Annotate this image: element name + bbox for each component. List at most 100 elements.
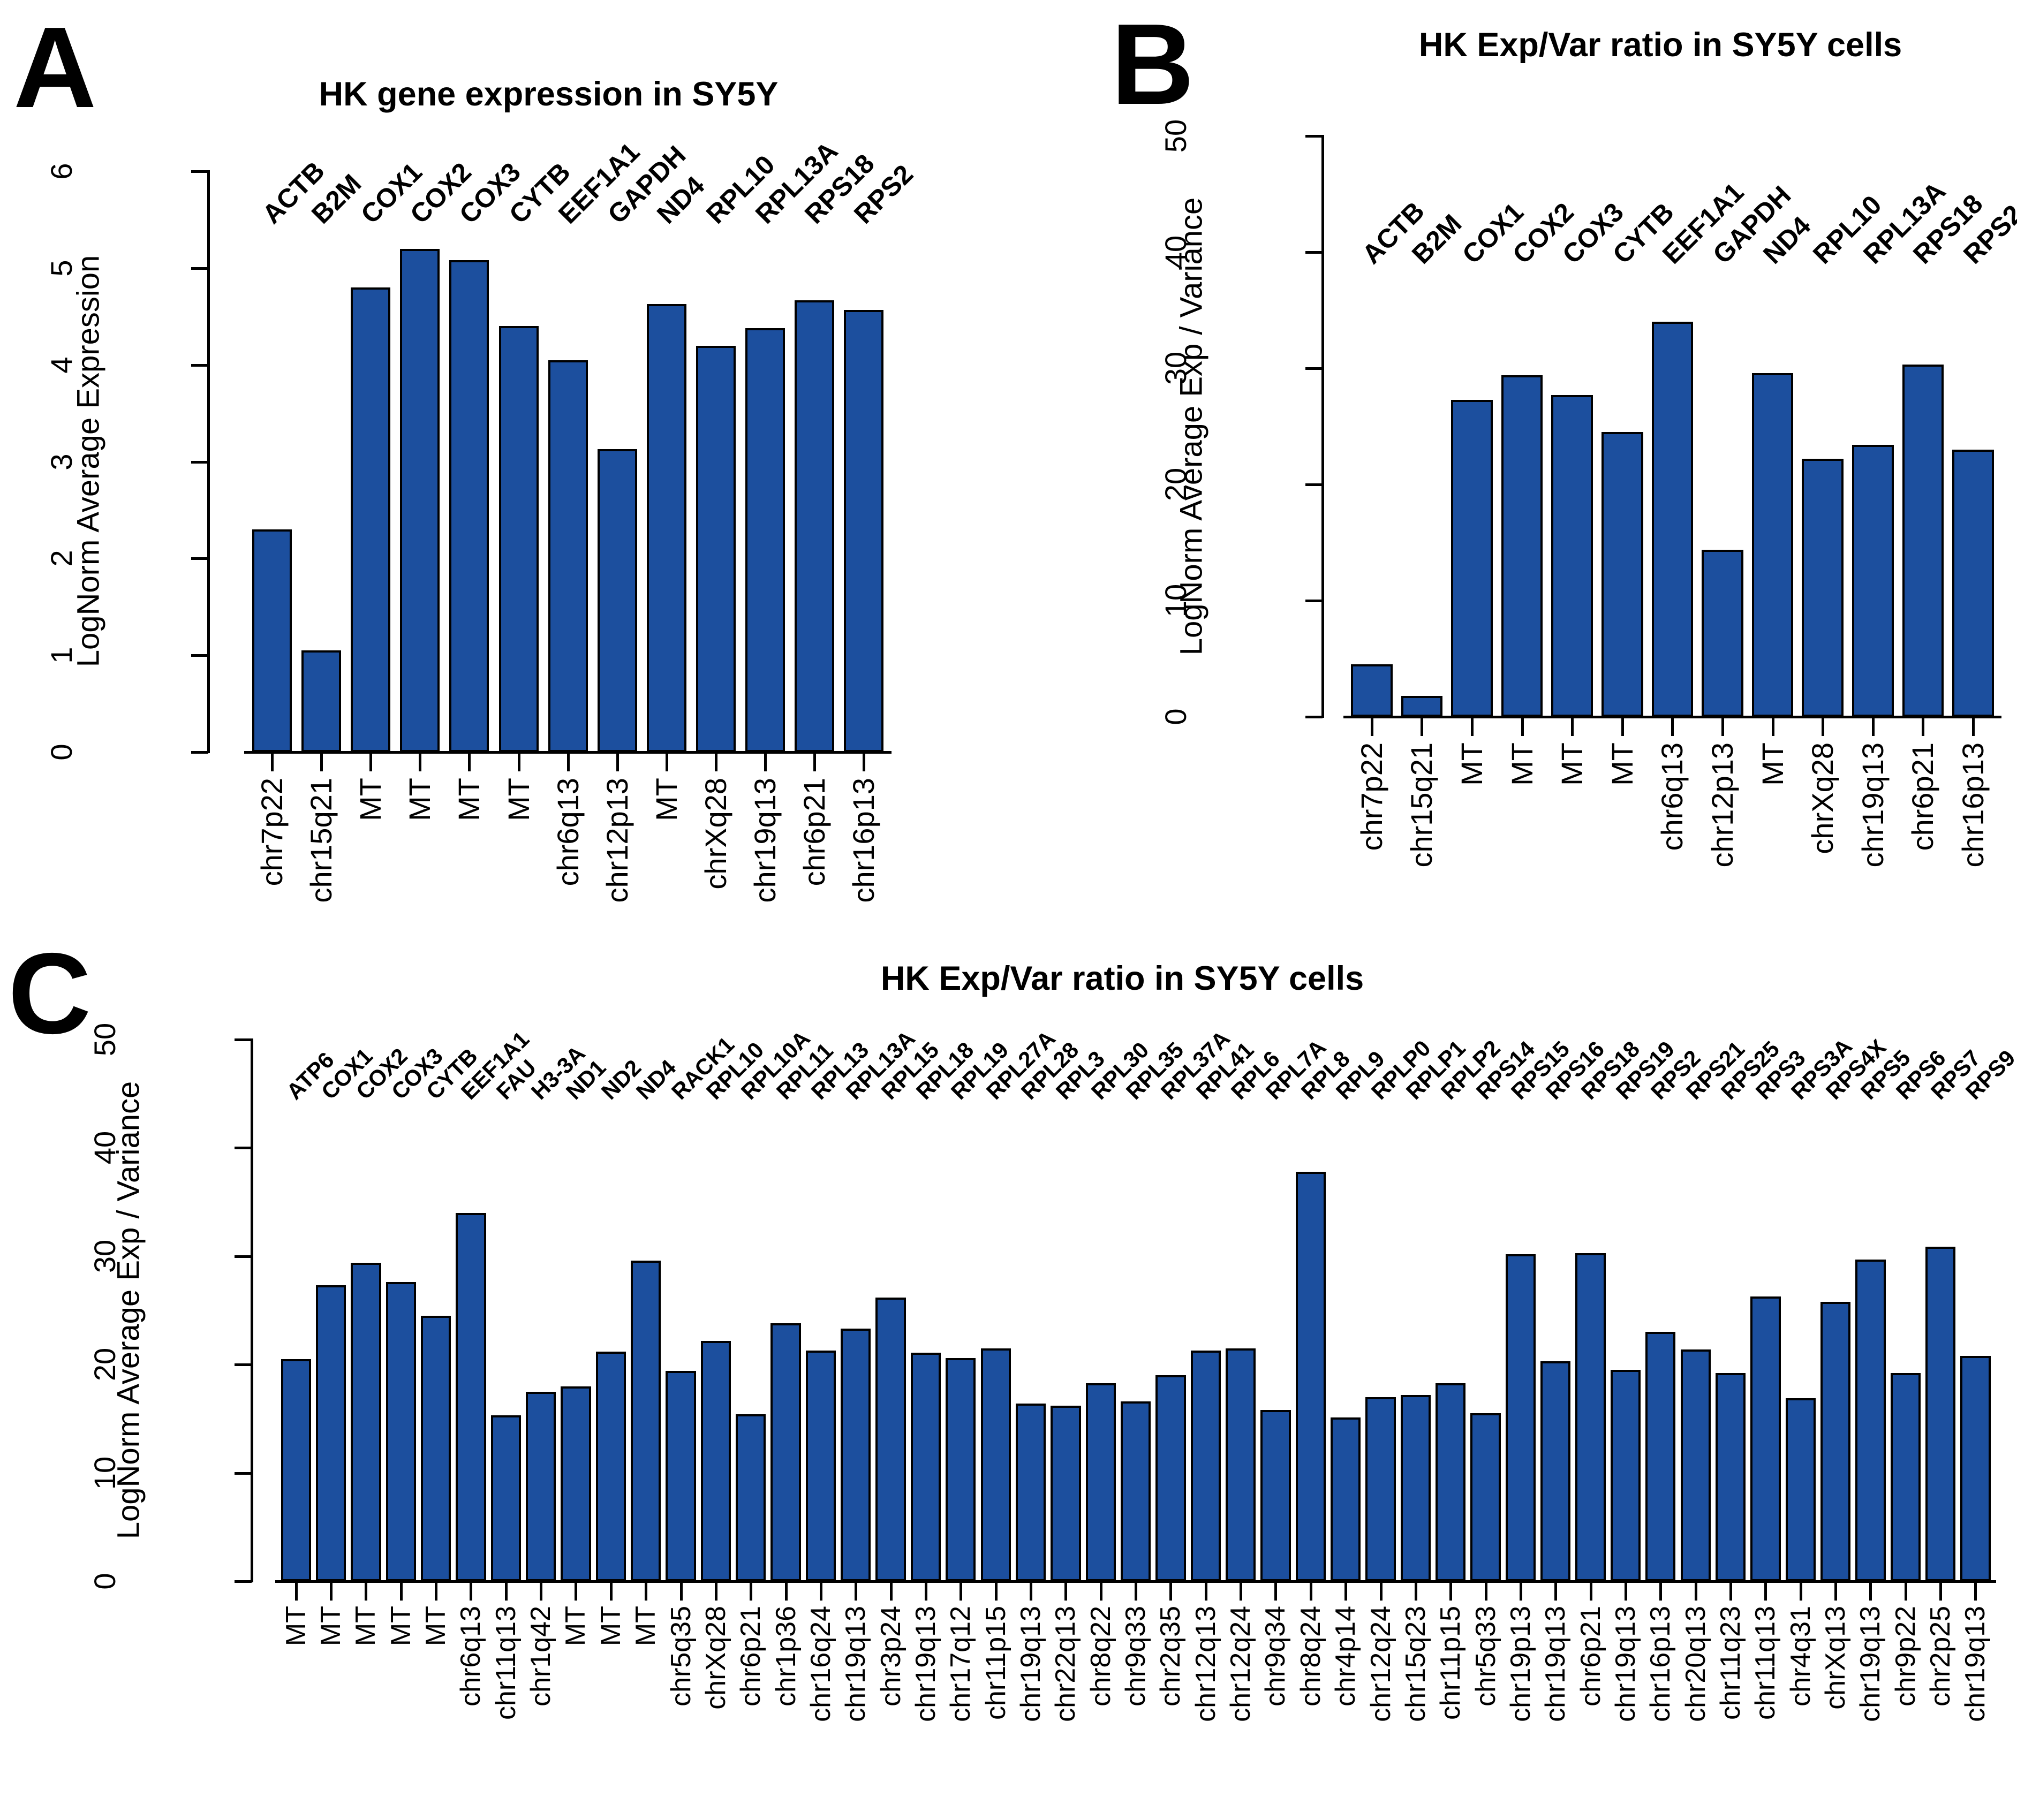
bar-RPS3A bbox=[1785, 1398, 1816, 1581]
x-axis-tick bbox=[750, 1581, 753, 1601]
bar-RPL8 bbox=[1295, 1171, 1326, 1581]
x-tick-label: chr8q22 bbox=[1085, 1606, 1116, 1707]
x-axis-tick bbox=[1064, 1581, 1068, 1601]
panel-a-title: HK gene expression in SY5Y bbox=[319, 75, 779, 113]
x-tick-label: chr6q13 bbox=[1655, 742, 1689, 851]
x-axis-tick bbox=[863, 752, 866, 771]
y-axis-line bbox=[1321, 135, 1324, 718]
x-axis-tick bbox=[1204, 1581, 1207, 1601]
bar-EEF1A1 bbox=[456, 1212, 486, 1581]
bar-FAU bbox=[490, 1415, 521, 1581]
x-axis-tick bbox=[960, 1581, 963, 1601]
bar-RPL10 bbox=[1802, 459, 1844, 717]
x-axis-tick bbox=[1729, 1581, 1733, 1601]
x-tick-label: chr17q12 bbox=[945, 1606, 977, 1722]
bar-COX2 bbox=[400, 248, 440, 752]
x-axis-tick bbox=[1871, 717, 1875, 736]
x-axis-tick bbox=[819, 1581, 822, 1601]
bar-RPS3 bbox=[1750, 1296, 1781, 1581]
x-tick-label: MT bbox=[1605, 742, 1639, 786]
x-tick-label: chr5q33 bbox=[1470, 1606, 1501, 1707]
x-tick-label: chr11q13 bbox=[490, 1606, 522, 1720]
panel-c-letter: C bbox=[8, 929, 91, 1058]
x-axis-tick bbox=[1135, 1581, 1138, 1601]
y-tick-label: 10 bbox=[1159, 583, 1192, 618]
x-tick-label: chr2q35 bbox=[1155, 1606, 1187, 1707]
x-axis-tick bbox=[435, 1581, 438, 1601]
x-tick-label: chr9q33 bbox=[1120, 1606, 1152, 1707]
y-axis-line bbox=[251, 1038, 253, 1582]
bar-RPL13A bbox=[1852, 445, 1894, 717]
x-axis-tick bbox=[320, 752, 323, 771]
y-axis-tick bbox=[191, 363, 208, 367]
y-tick-label: 0 bbox=[44, 744, 78, 761]
x-tick-label: chr11p15 bbox=[1435, 1606, 1467, 1720]
x-axis-tick bbox=[1834, 1581, 1838, 1601]
x-tick-label: chr19q13 bbox=[1015, 1606, 1047, 1722]
bar-RPS18 bbox=[1575, 1253, 1606, 1581]
x-axis-tick bbox=[714, 752, 717, 771]
x-axis-tick bbox=[1344, 1581, 1348, 1601]
x-axis-tick bbox=[369, 752, 373, 771]
bar-B2M bbox=[1401, 695, 1443, 717]
bar-RPL13A bbox=[841, 1329, 871, 1581]
x-tick-label: chr9p22 bbox=[1890, 1606, 1921, 1707]
bar-RPL27A bbox=[980, 1348, 1011, 1581]
bar-B2M bbox=[301, 650, 342, 752]
bar-CYTB bbox=[1601, 432, 1643, 717]
bar-RPL13 bbox=[805, 1350, 836, 1581]
bar-GAPDH bbox=[1702, 549, 1743, 717]
x-axis-tick bbox=[1721, 717, 1724, 736]
x-tick-label: MT bbox=[1505, 742, 1539, 786]
bar-RPS2 bbox=[844, 309, 884, 752]
x-axis-tick bbox=[1421, 717, 1424, 736]
y-tick-label: 30 bbox=[88, 1239, 122, 1273]
x-axis-tick bbox=[365, 1581, 368, 1601]
x-tick-label: chr19q13 bbox=[1540, 1606, 1572, 1722]
bar-RPS18 bbox=[795, 300, 835, 752]
x-tick-label: chr2p25 bbox=[1925, 1606, 1956, 1707]
y-tick-label: 40 bbox=[88, 1131, 122, 1165]
x-tick-label: chr12q24 bbox=[1365, 1606, 1396, 1722]
bar-RPL10A bbox=[736, 1414, 766, 1581]
x-tick-label: MT bbox=[630, 1606, 662, 1647]
x-axis-tick bbox=[419, 752, 422, 771]
bar-COX1 bbox=[1451, 399, 1493, 717]
x-axis-tick bbox=[1764, 1581, 1767, 1601]
x-axis-tick bbox=[1414, 1581, 1417, 1601]
bar-RPL3 bbox=[1051, 1406, 1081, 1581]
x-axis-tick bbox=[1169, 1581, 1173, 1601]
x-axis-tick bbox=[1521, 717, 1524, 736]
y-tick-label: 50 bbox=[88, 1022, 122, 1057]
x-tick-label: chr19q13 bbox=[1960, 1606, 1991, 1722]
x-axis-tick bbox=[1621, 717, 1624, 736]
x-axis-tick bbox=[1922, 717, 1925, 736]
x-axis-tick bbox=[330, 1581, 333, 1601]
x-axis-tick bbox=[1939, 1581, 1943, 1601]
x-tick-label: chr11q13 bbox=[1750, 1606, 1781, 1720]
bar-COX3 bbox=[1551, 395, 1593, 717]
x-axis-tick bbox=[665, 752, 668, 771]
x-tick-label: chrXq13 bbox=[1820, 1606, 1852, 1710]
x-axis-tick bbox=[616, 752, 619, 771]
bar-ND4 bbox=[631, 1260, 661, 1581]
x-axis-tick bbox=[609, 1581, 613, 1601]
x-axis-tick bbox=[1240, 1581, 1243, 1601]
x-tick-label: chr12q24 bbox=[1225, 1606, 1257, 1722]
x-axis-tick bbox=[1471, 717, 1474, 736]
x-axis-tick bbox=[1274, 1581, 1278, 1601]
x-tick-label: MT bbox=[385, 1606, 417, 1647]
x-axis-tick bbox=[924, 1581, 927, 1601]
x-axis-tick bbox=[399, 1581, 403, 1601]
x-tick-label: MT bbox=[595, 1606, 626, 1647]
x-tick-label: chr15q21 bbox=[1404, 742, 1439, 868]
x-tick-label: MT bbox=[280, 1606, 312, 1647]
x-axis-tick bbox=[679, 1581, 683, 1601]
x-axis-tick bbox=[1671, 717, 1674, 736]
x-tick-label: chr6p21 bbox=[1906, 742, 1940, 851]
x-axis-tick bbox=[1099, 1581, 1102, 1601]
panel-b-letter: B bbox=[1111, 0, 1194, 128]
x-tick-label: chrXq28 bbox=[1806, 742, 1840, 854]
y-axis-line bbox=[207, 170, 210, 753]
y-axis-tick bbox=[191, 557, 208, 560]
